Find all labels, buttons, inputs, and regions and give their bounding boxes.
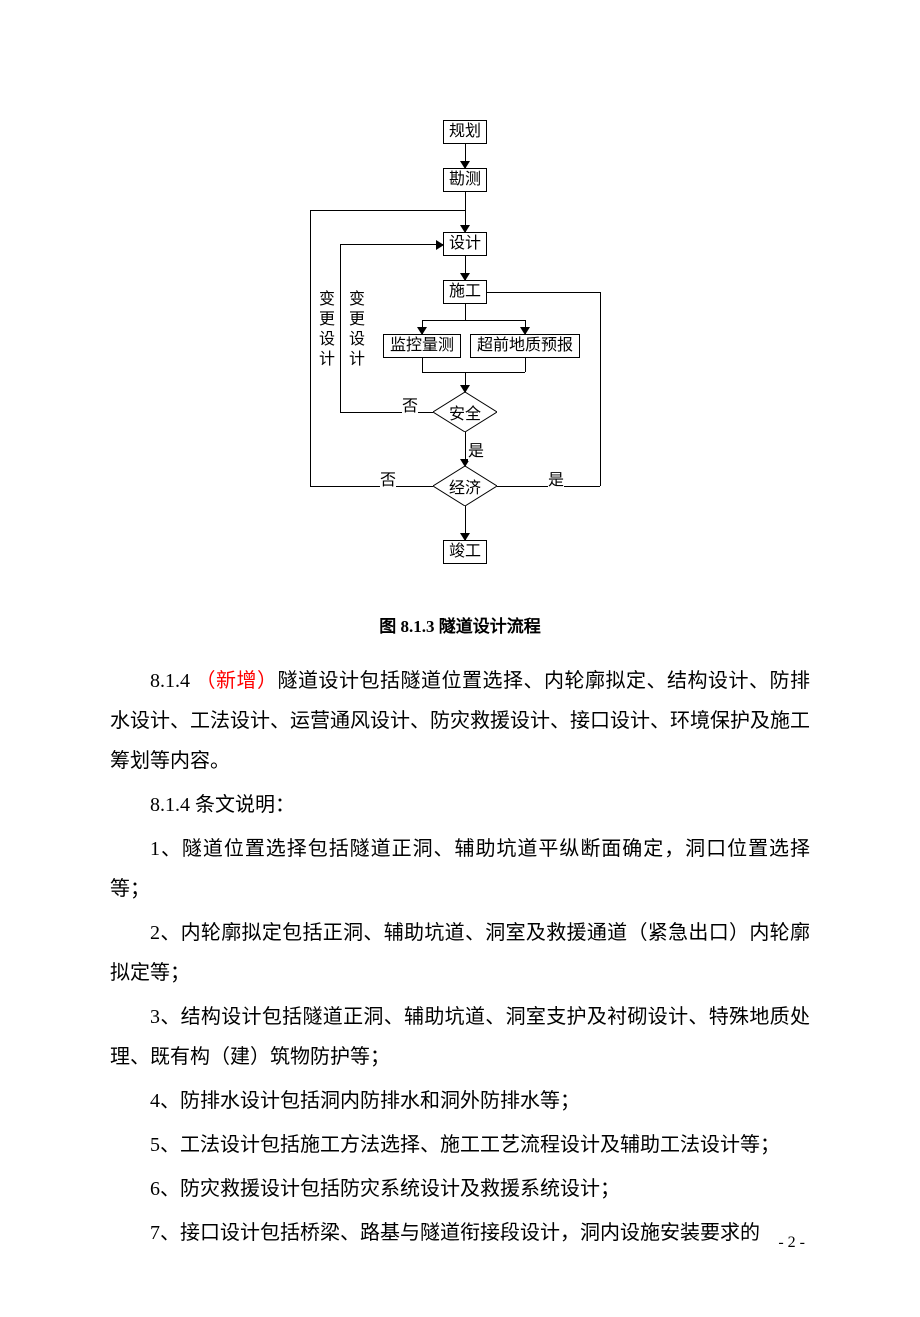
paragraph-item-1: 1、隧道位置选择包括隧道正洞、辅助坑道平纵断面确定，洞口位置选择等； (110, 829, 810, 909)
node-survey: 勘测 (443, 168, 487, 192)
edge-label-change1: 变更设计 (342, 290, 366, 370)
node-label: 监控量测 (390, 338, 454, 354)
node-label: 勘测 (449, 172, 481, 188)
node-label: 设计 (449, 236, 481, 252)
node-completion: 竣工 (443, 540, 487, 564)
paragraph-item-5: 5、工法设计包括施工方法选择、施工工艺流程设计及辅助工法设计等； (110, 1125, 810, 1165)
figure-caption: 图 8.1.3 隧道设计流程 (110, 612, 810, 637)
node-planning: 规划 (443, 120, 487, 144)
node-monitoring: 监控量测 (383, 334, 461, 358)
paragraph-item-2: 2、内轮廓拟定包括正洞、辅助坑道、洞室及救援通道（紧急出口）内轮廓拟定等； (110, 913, 810, 993)
node-geology: 超前地质预报 (470, 334, 580, 358)
new-marker: （新增） (196, 670, 278, 692)
edge-label-yes2: 是 (548, 466, 564, 490)
paragraph-item-4: 4、防排水设计包括洞内防排水和洞外防排水等； (110, 1081, 810, 1121)
paragraph-item-6: 6、防灾救援设计包括防灾系统设计及救援系统设计； (110, 1169, 810, 1209)
node-label: 施工 (449, 284, 481, 300)
edge-label-no1: 否 (402, 392, 418, 416)
paragraph-8-1-4: 8.1.4 （新增）隧道设计包括隧道位置选择、内轮廓拟定、结构设计、防排水设计、… (110, 661, 810, 781)
page-number: - 2 - (778, 1234, 805, 1252)
node-label: 超前地质预报 (477, 338, 573, 354)
edge-label-change2: 变更设计 (312, 290, 336, 370)
paragraph-item-3: 3、结构设计包括隧道正洞、辅助坑道、洞室支护及衬砌设计、特殊地质处理、既有构（建… (110, 997, 810, 1077)
edge-label-yes1: 是 (468, 437, 484, 461)
decision-label: 安全 (449, 400, 481, 424)
flowchart-container: 规划 勘测 设计 施工 监控量测 超前地质预报 安全 经济 竣工 (110, 120, 810, 600)
paragraph-item-7: 7、接口设计包括桥梁、路基与隧道衔接段设计，洞内设施安装要求的 (110, 1213, 810, 1253)
decision-economy: 经济 (433, 466, 497, 506)
node-construction: 施工 (443, 280, 487, 304)
paragraph-explanation-heading: 8.1.4 条文说明： (110, 785, 810, 825)
flowchart: 规划 勘测 设计 施工 监控量测 超前地质预报 安全 经济 竣工 (290, 120, 630, 600)
node-design: 设计 (443, 232, 487, 256)
clause-number: 8.1.4 (150, 670, 196, 692)
decision-safety: 安全 (433, 392, 497, 432)
decision-label: 经济 (449, 474, 481, 498)
node-label: 竣工 (449, 544, 481, 560)
edge-label-no2: 否 (380, 466, 396, 490)
node-label: 规划 (449, 124, 481, 140)
